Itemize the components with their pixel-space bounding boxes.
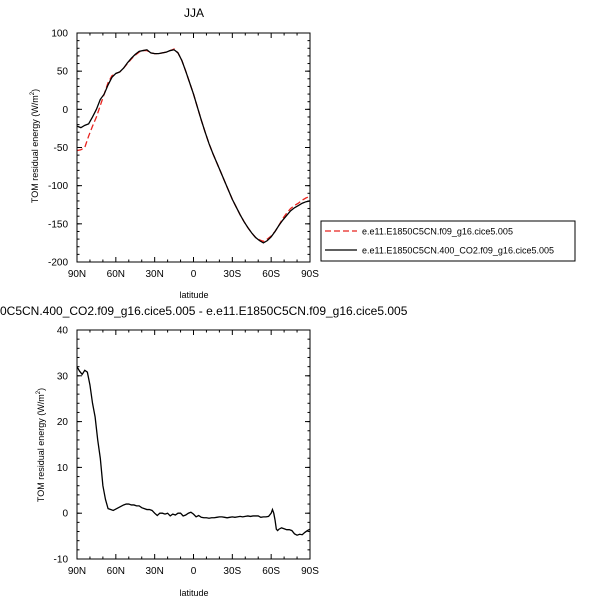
bottom-x-tick-label: 0: [191, 566, 197, 577]
bottom-x-tick-label: 60S: [262, 566, 280, 577]
top-chart-legend: e.e11.E1850C5CN.f09_g16.cice5.005 e.e11.E…: [320, 220, 576, 262]
bottom-x-tick-label: 60N: [107, 566, 125, 577]
bottom-plot-area: 90N 60N 30N 0 30S 60S 90S 40 30 20 10 0 -10: [54, 326, 320, 578]
bottom-chart-xlabel: latitude: [179, 588, 208, 598]
bottom-x-tick-label: 30S: [223, 566, 241, 577]
bottom-y-tick-label: 10: [57, 463, 69, 474]
top-x-tick-label: 60N: [107, 269, 125, 280]
bottom-y-tick-label: 40: [57, 326, 69, 337]
bottom-y-tick-label: 0: [62, 509, 68, 520]
bottom-y-tick-label: 20: [57, 417, 69, 428]
top-x-tick-label: 90S: [301, 269, 319, 280]
top-plot-frame: [76, 32, 311, 263]
top-y-tick-label: -50: [54, 143, 69, 154]
top-y-tick-label: 100: [51, 29, 68, 40]
top-x-tick-label: 0: [191, 269, 197, 280]
top-x-tick-label: 30N: [145, 269, 163, 280]
legend-label-1: e.e11.E1850C5CN.400_CO2.f09_g16.cice5.00…: [362, 246, 554, 256]
top-plot-area: 90N 60N 30N 0 30S 60S 90S 100 50 0 -50 -100 -150 -200: [48, 29, 319, 281]
bottom-x-tick-label: 90S: [301, 566, 319, 577]
bottom-x-tick-label: 30N: [145, 566, 163, 577]
legend-label-0: e.e11.E1850C5CN.f09_g16.cice5.005: [362, 227, 513, 237]
bottom-series-line-0: [76, 366, 311, 536]
top-x-tick-label: 90N: [68, 269, 86, 280]
bottom-y-tick-label: -10: [54, 555, 69, 566]
legend-box: [320, 220, 576, 262]
bottom-chart-title: 0C5CN.400_CO2.f09_g16.cice5.005 - e.e11.…: [0, 304, 408, 318]
top-y-tick-label: 50: [57, 67, 69, 78]
top-x-tick-label: 60S: [262, 269, 280, 280]
top-y-tick-label: 0: [62, 105, 68, 116]
top-y-tick-label: -200: [48, 258, 68, 269]
top-x-tick-label: 30S: [223, 269, 241, 280]
top-chart-title: JJA: [184, 6, 204, 20]
bottom-x-tick-label: 90N: [68, 566, 86, 577]
bottom-y-tick-label: 30: [57, 371, 69, 382]
top-chart-ylabel: TOM residual energy (W/m2): [30, 89, 40, 203]
top-y-tick-label: -100: [48, 181, 68, 192]
bottom-chart-ylabel: TOM residual energy (W/m2): [36, 388, 46, 502]
top-series-line-1: [76, 49, 311, 244]
top-chart-xlabel: latitude: [179, 290, 208, 300]
top-y-tick-label: -150: [48, 219, 68, 230]
